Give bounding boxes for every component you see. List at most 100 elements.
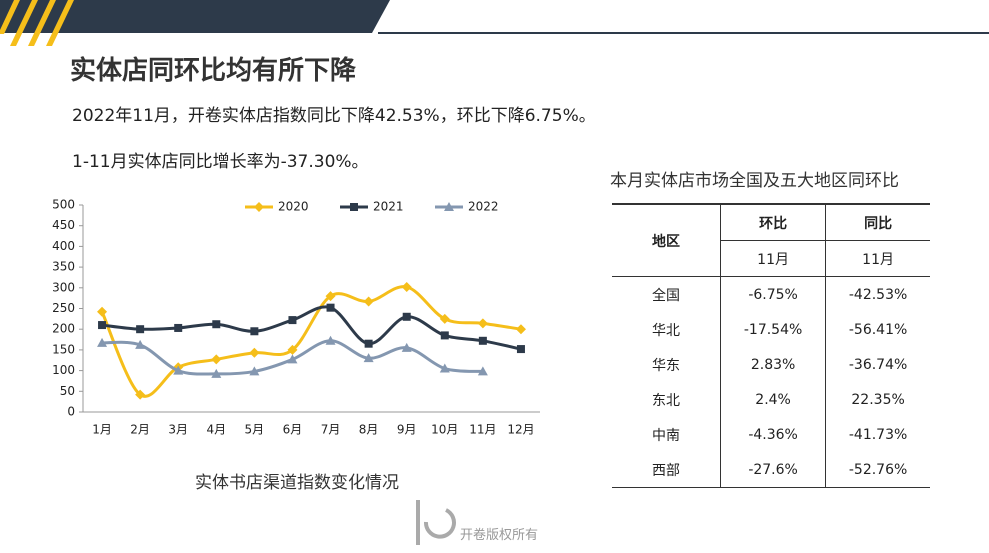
point — [288, 316, 297, 325]
y-tick-label: 0 — [67, 405, 75, 419]
table-title: 本月实体店市场全国及五大地区同环比 — [610, 171, 899, 191]
cell: -42.53% — [848, 286, 908, 303]
point — [287, 344, 298, 355]
point — [363, 296, 374, 307]
point — [401, 342, 412, 352]
point — [211, 368, 222, 378]
point — [249, 366, 260, 376]
row: 中南 -4.36% -41.73% — [612, 417, 930, 452]
point — [211, 354, 222, 365]
y-tick-label: 300 — [52, 280, 75, 294]
x-tick-label: 7月 — [321, 423, 341, 437]
y-tick-label: 450 — [52, 218, 75, 232]
y-tick-label: 500 — [52, 198, 75, 212]
point — [477, 366, 488, 376]
row: 地区 环比 同比 — [612, 204, 930, 277]
point — [287, 354, 298, 364]
legend-label: 2022 — [468, 200, 499, 214]
point — [325, 335, 336, 345]
cell: -27.6% — [720, 452, 827, 488]
logo — [416, 500, 456, 545]
x-tick-label: 4月 — [206, 423, 226, 437]
cell: -56.41% — [848, 321, 908, 338]
banner — [0, 22, 378, 33]
row: 西部 -27.6% -52.76% — [612, 452, 930, 488]
cell: -52.76% — [825, 452, 930, 488]
cell: 华东 — [612, 347, 721, 382]
point — [212, 320, 221, 329]
cell: -17.54% — [720, 312, 827, 347]
x-tick-label: 3月 — [168, 423, 188, 437]
x-tick-label: 2月 — [130, 423, 150, 437]
y-tick-label: 200 — [52, 322, 75, 336]
point — [440, 331, 449, 340]
x-tick-label: 6月 — [283, 423, 303, 437]
cell: 11月 — [825, 240, 930, 277]
x-tick-label: 8月 — [359, 423, 379, 437]
x-tick-label: 1月 — [92, 423, 112, 437]
cell: 东北 — [612, 382, 721, 417]
point — [478, 336, 487, 345]
point — [249, 347, 260, 358]
point — [326, 303, 335, 312]
text-line: 2022年11月，开卷实体店指数同比下降42.53%，环比下降6.75%。 — [72, 106, 596, 126]
point — [364, 339, 373, 348]
cell: 全国 — [612, 276, 721, 312]
x-tick-label: 9月 — [397, 423, 417, 437]
stripes — [0, 0, 74, 46]
y-tick-label: 100 — [52, 363, 75, 377]
x-tick-label: 11月 — [469, 423, 496, 437]
point — [135, 389, 146, 400]
x-tick-label: 12月 — [507, 423, 534, 437]
point — [325, 291, 336, 302]
point — [97, 337, 108, 347]
point — [135, 339, 146, 349]
footer: 开卷版权所有 — [460, 528, 539, 543]
row: 华北 -17.54% -56.41% — [612, 312, 930, 347]
point — [173, 365, 184, 375]
series-line — [101, 305, 522, 351]
cell: 地区 — [612, 204, 721, 277]
point — [516, 345, 525, 354]
y-tick-label: 50 — [60, 384, 75, 398]
legend-marker — [444, 202, 454, 211]
y-tick-label: 150 — [52, 342, 75, 356]
x-tick-label: 5月 — [245, 423, 265, 437]
row: 全国 -6.75% -42.53% — [612, 276, 930, 312]
point — [402, 312, 411, 321]
cell: 22.35% — [851, 391, 905, 408]
cell: -6.75% — [720, 276, 827, 312]
cell: 环比 — [720, 204, 827, 241]
legend-label: 2021 — [373, 200, 404, 214]
point — [439, 313, 450, 324]
title: 实体店同环比均有所下降 — [70, 56, 357, 86]
point — [98, 321, 107, 330]
table: 地区 环比 同比 11月 11月 全国 -6.75% -42.53% 华北 -17.54% -56.… — [612, 203, 930, 488]
point — [363, 353, 374, 363]
cell: -4.36% — [720, 417, 827, 452]
cell: 2.83% — [720, 347, 827, 382]
point — [515, 324, 526, 335]
point — [97, 306, 108, 317]
cell: 同比 — [825, 204, 930, 241]
row: 华东 2.83% -36.74% — [612, 347, 930, 382]
cell: 2.4% — [720, 382, 827, 417]
cell: 中南 — [612, 417, 721, 452]
y-tick-label: 250 — [52, 301, 75, 315]
cell: 西部 — [612, 452, 721, 488]
point — [136, 325, 145, 334]
point — [250, 327, 259, 336]
cell: 11月 — [720, 240, 827, 277]
legend-marker — [350, 203, 358, 211]
row: 东北 2.4% 22.35% — [612, 382, 930, 417]
y-tick-label: 350 — [52, 260, 75, 274]
caption: 实体书店渠道指数变化情况 — [195, 473, 399, 493]
point — [174, 323, 183, 332]
legend-marker — [254, 202, 264, 212]
point — [477, 318, 488, 329]
x-tick-label: 10月 — [431, 423, 458, 437]
text-line: 1-11月实体店同比增长率为-37.30%。 — [72, 152, 369, 172]
chart: 0 50 100 150 200 250 300 350 400 450 500 1月 2月 3月 4月 5月… — [52, 198, 540, 437]
legend-label: 2020 — [278, 200, 309, 214]
